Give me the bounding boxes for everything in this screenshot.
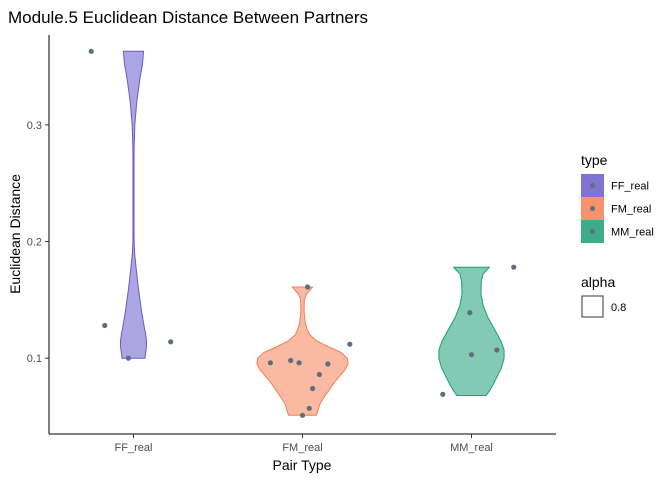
- data-point: [347, 341, 353, 347]
- legend-label: FM_real: [611, 204, 651, 216]
- data-point: [440, 391, 446, 397]
- data-point: [299, 412, 306, 418]
- y-tick-label: 0.3: [27, 120, 42, 132]
- x-tick-label: MM_real: [450, 442, 493, 454]
- data-point: [304, 284, 311, 290]
- violin-fm-real: [256, 286, 349, 416]
- chart-title: Module.5 Euclidean Distance Between Part…: [8, 8, 368, 27]
- data-point: [296, 360, 302, 366]
- x-tick-label: FM_real: [282, 442, 322, 454]
- y-tick-label: 0.1: [27, 353, 42, 365]
- data-point: [88, 48, 94, 54]
- data-point: [168, 339, 174, 345]
- y-axis-title: Euclidean Distance: [7, 174, 23, 294]
- legend-key-point: [590, 229, 595, 234]
- data-point: [267, 360, 273, 366]
- legend: type FF_real FM_real MM_real alpha 0.8: [581, 152, 654, 318]
- violin-ff-real: [120, 50, 147, 359]
- y-tick-label: 0.2: [27, 237, 42, 249]
- data-point: [125, 355, 132, 361]
- violin-mm-real: [438, 266, 505, 396]
- x-axis-title: Pair Type: [273, 457, 332, 473]
- legend-key-point: [590, 206, 595, 211]
- legend-alpha-title: alpha: [581, 274, 615, 290]
- y-axis-ticks: 0.1 0.2 0.3: [27, 120, 49, 365]
- legend-label: MM_real: [611, 227, 654, 239]
- data-point: [288, 357, 294, 364]
- data-point: [511, 264, 517, 270]
- legend-alpha-key: [581, 295, 604, 318]
- legend-type-title: type: [581, 152, 608, 168]
- legend-alpha-label: 0.8: [611, 302, 626, 314]
- legend-type-items: FF_real FM_real MM_real: [581, 174, 654, 243]
- plot-area: [88, 48, 517, 418]
- x-axis-ticks: FF_real FM_real MM_real: [115, 434, 493, 454]
- data-point: [325, 361, 331, 367]
- data-point: [468, 352, 475, 358]
- x-tick-label: FF_real: [115, 442, 153, 454]
- legend-label: FF_real: [611, 181, 649, 193]
- data-point: [310, 385, 316, 392]
- data-point: [467, 310, 473, 316]
- data-point: [306, 405, 312, 411]
- legend-key-point: [590, 183, 595, 188]
- data-point: [102, 322, 108, 329]
- data-point: [494, 347, 500, 353]
- data-point: [316, 371, 322, 378]
